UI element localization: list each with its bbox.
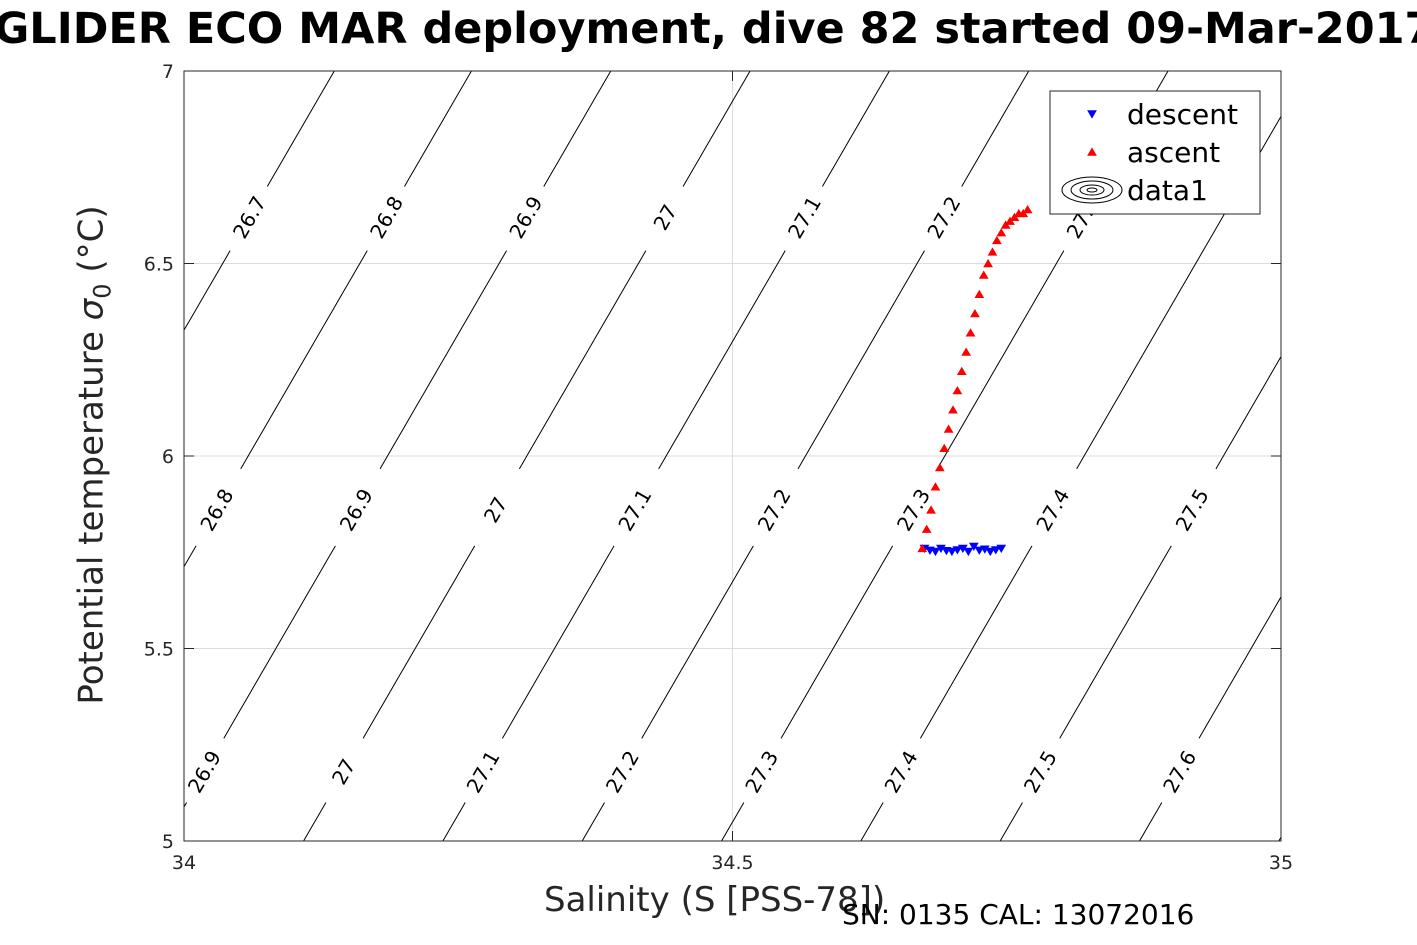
chart-title-box: GLIDER ECO MAR deployment, dive 82 start… xyxy=(0,4,1417,60)
isopycnal-line xyxy=(1076,115,1281,470)
serial-calibration-text: SN: 0135 CAL: 13072016 xyxy=(842,898,1195,931)
contour-legend-icon xyxy=(1070,180,1114,200)
ascent-point xyxy=(952,385,963,395)
ascent-point xyxy=(939,443,950,452)
isopycnal-line xyxy=(682,71,751,187)
descent-point xyxy=(985,547,996,557)
isopycnal-line xyxy=(442,802,466,841)
y-tick-label: 5 xyxy=(162,831,174,853)
isopycnal-line xyxy=(780,545,894,739)
isopycnal-line xyxy=(821,71,890,187)
isopycnal-line xyxy=(543,71,612,187)
isopycnal-line xyxy=(936,250,1065,470)
x-tick-label: 35 xyxy=(1269,852,1293,874)
isopycnal-contours xyxy=(184,71,1417,841)
isopycnal-line xyxy=(1198,595,1281,739)
ascent-point xyxy=(970,308,980,318)
ascent-point xyxy=(956,366,967,375)
isopycnal-line xyxy=(641,545,754,739)
contour-legend-icon xyxy=(1079,184,1105,196)
descent-point xyxy=(996,544,1007,553)
isopycnal-line xyxy=(581,802,605,841)
x-tick-label: 34 xyxy=(172,852,196,874)
isopycnal-line xyxy=(223,545,336,739)
x-axis-label: Salinity (S [PSS-78]) xyxy=(544,880,886,920)
descent-point xyxy=(952,546,963,555)
ascent-point xyxy=(992,235,1002,245)
isopycnal-line xyxy=(797,250,925,470)
isopycnal-line xyxy=(303,802,327,841)
ascent-point xyxy=(974,289,985,298)
isopycnal-line xyxy=(658,250,786,470)
y-tick-label: 7 xyxy=(162,61,174,83)
descent-point xyxy=(974,546,985,555)
isopycnal-line xyxy=(1059,545,1172,739)
isopycnal-line xyxy=(860,802,884,841)
isopycnal-line xyxy=(919,545,1033,739)
descent-legend-icon xyxy=(1087,110,1097,119)
x-tick-label: 34.5 xyxy=(711,852,753,874)
y-tick-label: 6 xyxy=(162,446,174,468)
isopycnal-line xyxy=(721,802,745,841)
descent-point xyxy=(947,547,957,557)
ascent-point xyxy=(926,505,936,514)
y-axis-label-prefix: Potential temperature xyxy=(71,320,112,705)
legend-box xyxy=(1049,90,1261,215)
ascent-legend-icon xyxy=(1087,147,1097,156)
legend-label: ascent xyxy=(1127,136,1220,169)
isopycnal-line xyxy=(266,71,335,187)
ascent-point xyxy=(983,258,993,268)
descent-point xyxy=(990,546,1001,555)
isopycnal-line xyxy=(1139,802,1163,841)
y-tick-label: 6.5 xyxy=(144,254,174,276)
y-tick-label: 5.5 xyxy=(144,639,174,661)
isopycnal-line xyxy=(379,250,507,470)
isopycnal-line xyxy=(362,545,476,739)
descent-point xyxy=(930,547,941,557)
ascent-point xyxy=(930,482,941,491)
data-series xyxy=(917,205,1033,557)
ascent-point xyxy=(934,462,945,472)
ascent-point xyxy=(917,543,928,553)
descent-point xyxy=(963,547,974,557)
tick-labels: 34 34.5 35 5 5.5 6 6.5 7 xyxy=(144,61,1293,874)
isopycnal-line xyxy=(1278,836,1281,841)
legend-label: descent xyxy=(1127,98,1238,131)
isopycnal-line xyxy=(999,802,1023,841)
ascent-point xyxy=(921,524,932,533)
ascent-point xyxy=(978,270,989,279)
chart-title: GLIDER ECO MAR deployment, dive 82 start… xyxy=(0,4,1417,54)
isopycnal-line xyxy=(518,250,647,470)
ascent-point xyxy=(965,328,976,337)
isopycnal-line xyxy=(1215,355,1281,470)
contour-legend-icon xyxy=(1061,176,1123,204)
y-axis-label-subscript: 0 xyxy=(88,283,117,299)
ascent-point xyxy=(987,247,998,256)
contour-legend-icon xyxy=(1086,187,1098,193)
isopycnal-line xyxy=(501,545,615,739)
ascent-point xyxy=(948,405,958,414)
isopycnal-line xyxy=(240,250,368,470)
isopycnal-line xyxy=(404,71,472,187)
ascent-point xyxy=(943,424,954,433)
isopycnal-line xyxy=(1380,71,1417,187)
y-axis-label-suffix: (°C) xyxy=(71,205,112,284)
ascent-point xyxy=(996,228,1007,237)
y-axis-label-symbol: σ xyxy=(71,298,112,321)
legend: descent ascent data1 xyxy=(1049,90,1261,215)
legend-label: data1 xyxy=(1127,174,1208,207)
axes xyxy=(183,70,1282,842)
y-axis-label: Potential temperature σ0 (°C) xyxy=(72,205,117,704)
isopycnal-line xyxy=(961,71,1030,187)
ascent-point xyxy=(961,347,972,356)
ascent-point xyxy=(1022,205,1033,214)
